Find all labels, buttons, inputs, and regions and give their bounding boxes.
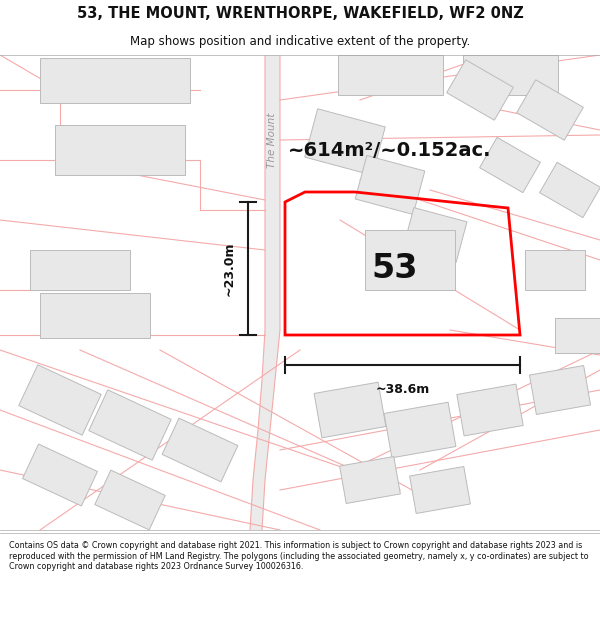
- Polygon shape: [55, 125, 185, 175]
- Polygon shape: [384, 402, 456, 458]
- Text: The Mount: The Mount: [267, 112, 277, 168]
- Polygon shape: [463, 55, 557, 95]
- Text: Contains OS data © Crown copyright and database right 2021. This information is : Contains OS data © Crown copyright and d…: [9, 541, 589, 571]
- Polygon shape: [355, 156, 425, 214]
- Text: ~614m²/~0.152ac.: ~614m²/~0.152ac.: [288, 141, 492, 159]
- Polygon shape: [89, 390, 171, 460]
- Polygon shape: [517, 80, 583, 140]
- Polygon shape: [95, 470, 165, 530]
- Polygon shape: [365, 230, 455, 290]
- Text: ~38.6m: ~38.6m: [376, 383, 430, 396]
- Text: Map shows position and indicative extent of the property.: Map shows position and indicative extent…: [130, 35, 470, 48]
- Polygon shape: [403, 208, 467, 262]
- Text: 53: 53: [372, 251, 418, 284]
- Polygon shape: [40, 58, 190, 102]
- Polygon shape: [40, 292, 150, 338]
- Text: ~23.0m: ~23.0m: [223, 241, 236, 296]
- Polygon shape: [457, 384, 523, 436]
- Polygon shape: [539, 162, 600, 217]
- Polygon shape: [250, 55, 280, 530]
- Polygon shape: [305, 109, 385, 175]
- Polygon shape: [555, 318, 600, 352]
- Text: 53, THE MOUNT, WRENTHORPE, WAKEFIELD, WF2 0NZ: 53, THE MOUNT, WRENTHORPE, WAKEFIELD, WF…: [77, 6, 523, 21]
- Polygon shape: [23, 444, 97, 506]
- Polygon shape: [525, 250, 585, 290]
- Polygon shape: [162, 418, 238, 482]
- Polygon shape: [30, 250, 130, 290]
- Polygon shape: [529, 366, 590, 414]
- Polygon shape: [340, 456, 400, 504]
- Polygon shape: [337, 55, 443, 95]
- Polygon shape: [479, 138, 541, 192]
- Polygon shape: [314, 382, 386, 438]
- Polygon shape: [410, 466, 470, 514]
- Polygon shape: [19, 365, 101, 435]
- Polygon shape: [446, 60, 514, 120]
